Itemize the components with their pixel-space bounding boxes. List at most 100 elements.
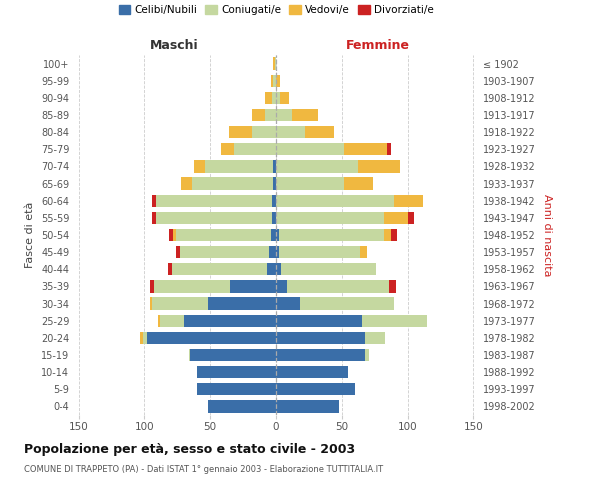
Bar	[365, 349, 370, 361]
Bar	[169, 229, 173, 241]
Bar	[278, 246, 360, 258]
Bar	[274, 58, 275, 70]
Bar	[272, 92, 276, 104]
Bar	[281, 263, 376, 276]
Bar	[176, 229, 271, 241]
Bar	[280, 92, 289, 104]
Bar	[344, 178, 373, 190]
Bar	[276, 160, 358, 172]
Text: Femmine: Femmine	[346, 40, 410, 52]
Bar	[149, 280, 154, 292]
Bar	[253, 109, 265, 121]
Bar	[274, 178, 276, 190]
Bar	[276, 314, 362, 327]
Bar	[362, 314, 427, 327]
Bar	[276, 92, 280, 104]
Bar	[276, 280, 287, 292]
Bar	[180, 246, 269, 258]
Bar	[152, 212, 156, 224]
Bar	[154, 280, 230, 292]
Bar	[276, 194, 394, 207]
Bar	[276, 332, 365, 344]
Bar	[152, 298, 208, 310]
Bar	[272, 194, 276, 207]
Bar	[276, 178, 344, 190]
Bar	[276, 246, 278, 258]
Y-axis label: Fasce di età: Fasce di età	[25, 202, 35, 268]
Bar	[276, 109, 292, 121]
Bar	[230, 280, 276, 292]
Bar	[276, 298, 299, 310]
Bar	[360, 246, 367, 258]
Bar	[173, 229, 176, 241]
Bar	[358, 160, 400, 172]
Bar	[292, 109, 318, 121]
Bar	[274, 74, 276, 87]
Bar	[194, 160, 205, 172]
Bar	[276, 229, 278, 241]
Bar	[189, 349, 190, 361]
Bar	[274, 160, 276, 172]
Bar	[229, 126, 253, 138]
Bar	[265, 109, 276, 121]
Bar	[147, 332, 276, 344]
Bar	[384, 229, 391, 241]
Bar	[208, 400, 276, 412]
Bar	[221, 143, 234, 156]
Bar	[208, 298, 276, 310]
Bar	[265, 92, 272, 104]
Bar	[365, 332, 385, 344]
Bar	[276, 74, 280, 87]
Bar	[305, 126, 334, 138]
Bar	[407, 212, 414, 224]
Bar	[234, 143, 276, 156]
Bar	[276, 349, 365, 361]
Legend: Celibi/Nubili, Coniugati/e, Vedovi/e, Divorziati/e: Celibi/Nubili, Coniugati/e, Vedovi/e, Di…	[119, 5, 433, 15]
Bar	[176, 246, 180, 258]
Bar	[197, 383, 276, 396]
Bar	[158, 314, 160, 327]
Bar	[197, 366, 276, 378]
Bar	[149, 298, 152, 310]
Bar	[152, 194, 156, 207]
Bar	[278, 229, 384, 241]
Bar	[205, 160, 274, 172]
Bar	[389, 280, 396, 292]
Bar	[253, 126, 276, 138]
Bar	[271, 74, 274, 87]
Y-axis label: Anni di nascita: Anni di nascita	[542, 194, 553, 276]
Bar	[190, 349, 276, 361]
Bar	[184, 314, 276, 327]
Bar	[386, 143, 391, 156]
Bar	[272, 212, 276, 224]
Bar	[192, 178, 274, 190]
Bar	[287, 280, 389, 292]
Bar	[276, 143, 344, 156]
Bar	[172, 263, 267, 276]
Text: Popolazione per età, sesso e stato civile - 2003: Popolazione per età, sesso e stato civil…	[24, 442, 355, 456]
Bar	[276, 366, 349, 378]
Bar	[276, 383, 355, 396]
Bar	[394, 194, 424, 207]
Bar	[181, 178, 192, 190]
Bar	[140, 332, 143, 344]
Bar	[156, 194, 272, 207]
Bar	[168, 263, 172, 276]
Bar	[143, 332, 147, 344]
Text: COMUNE DI TRAPPETO (PA) - Dati ISTAT 1° gennaio 2003 - Elaborazione TUTTITALIA.I: COMUNE DI TRAPPETO (PA) - Dati ISTAT 1° …	[24, 465, 383, 474]
Bar	[276, 263, 281, 276]
Bar	[276, 400, 339, 412]
Bar	[160, 314, 184, 327]
Bar	[267, 263, 276, 276]
Bar	[275, 58, 276, 70]
Bar	[156, 212, 272, 224]
Bar	[391, 229, 397, 241]
Bar	[299, 298, 394, 310]
Bar	[344, 143, 386, 156]
Text: Maschi: Maschi	[149, 40, 199, 52]
Bar	[276, 212, 384, 224]
Bar	[384, 212, 407, 224]
Bar	[269, 246, 276, 258]
Bar	[276, 126, 305, 138]
Bar	[271, 229, 276, 241]
